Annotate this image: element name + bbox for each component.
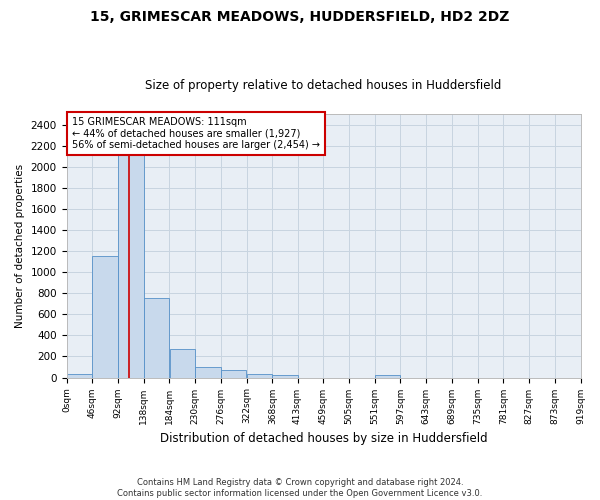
Text: 15, GRIMESCAR MEADOWS, HUDDERSFIELD, HD2 2DZ: 15, GRIMESCAR MEADOWS, HUDDERSFIELD, HD2… [91, 10, 509, 24]
Bar [272, 375, 298, 378]
Text: Contains HM Land Registry data © Crown copyright and database right 2024.
Contai: Contains HM Land Registry data © Crown c… [118, 478, 482, 498]
Bar [221, 370, 247, 378]
Bar [196, 367, 221, 378]
Bar [67, 374, 92, 378]
Bar [375, 376, 400, 378]
Bar [170, 348, 195, 378]
Y-axis label: Number of detached properties: Number of detached properties [15, 164, 25, 328]
Bar [144, 298, 169, 378]
Bar [118, 138, 143, 378]
Bar [247, 374, 272, 378]
Bar [92, 256, 118, 378]
Title: Size of property relative to detached houses in Huddersfield: Size of property relative to detached ho… [145, 79, 502, 92]
X-axis label: Distribution of detached houses by size in Huddersfield: Distribution of detached houses by size … [160, 432, 487, 445]
Text: 15 GRIMESCAR MEADOWS: 111sqm
← 44% of detached houses are smaller (1,927)
56% of: 15 GRIMESCAR MEADOWS: 111sqm ← 44% of de… [71, 116, 320, 150]
